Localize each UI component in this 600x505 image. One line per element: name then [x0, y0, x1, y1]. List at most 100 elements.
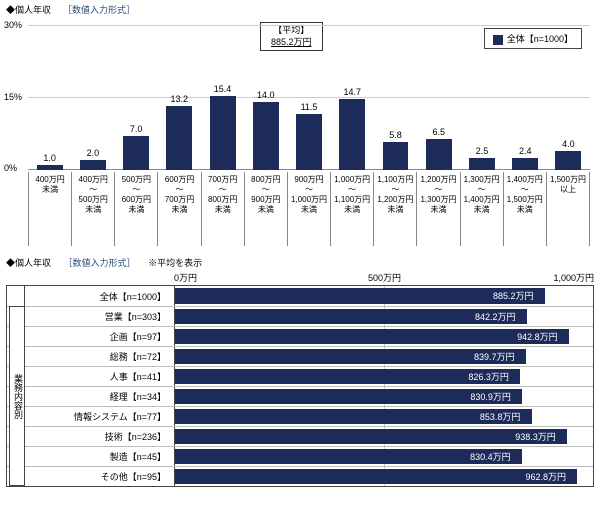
row-bar-area: 830.9万円: [175, 387, 593, 406]
bar-value-label: 5.8: [389, 130, 402, 140]
top-chart-title: ◆個人年収: [6, 3, 51, 16]
hbar-grid: 全体【n=1000】 885.2万円営業【n=303】842.2万円企画【n=97…: [6, 285, 594, 487]
top-chart-subtitle: ［数値入力形式］: [63, 3, 135, 16]
hbar-row: 企画【n=97】 942.8万円: [7, 326, 593, 346]
xtick-label: 400万円～500万円未満: [71, 172, 114, 246]
bar-value-label: 6.5: [432, 127, 445, 137]
row-label: 製造【n=45】: [25, 447, 175, 466]
xtick-label: 700万円～800万円未満: [201, 172, 244, 246]
row-bar-area: 826.3万円: [175, 367, 593, 386]
bar: [383, 142, 409, 170]
hbar-value-label: 842.2万円: [475, 310, 516, 323]
xtick-label: 1,000万円～1,100万円未満: [330, 172, 373, 246]
row-label: 経理【n=34】: [25, 387, 175, 406]
row-label: 情報システム【n=77】: [25, 407, 175, 426]
row-bar-area: 839.7万円: [175, 347, 593, 366]
hbar-value-label: 885.2万円: [493, 289, 534, 302]
bar-value-label: 11.5: [301, 102, 318, 112]
bar-value-label: 15.4: [214, 84, 232, 94]
bar-value-label: 2.0: [87, 148, 100, 158]
bar-value-label: 4.0: [562, 139, 575, 149]
row-bar-area: 962.8万円: [175, 467, 593, 486]
bar-value-label: 7.0: [130, 124, 143, 134]
bar: [80, 160, 106, 170]
row-bar-area: 842.2万円: [175, 307, 593, 326]
row-label: その他【n=95】: [25, 467, 175, 486]
bar: [210, 96, 236, 170]
hbar-value-label: 826.3万円: [468, 370, 509, 383]
bar-value-label: 1.0: [43, 153, 56, 163]
row-bar-area: 830.4万円: [175, 447, 593, 466]
hbar-value-label: 830.4万円: [470, 450, 511, 463]
bar-column: 7.0: [114, 124, 157, 170]
ytick-label: 15%: [4, 92, 22, 102]
row-label: 企画【n=97】: [25, 327, 175, 346]
bar: [426, 139, 452, 170]
bar-column: 2.0: [71, 148, 114, 170]
bar-group: 1.0 2.0 7.0 13.2 15.4 14.0 11.5 14.7 5.8 6.5 2.5 2.…: [28, 25, 590, 170]
bar-column: 4.0: [547, 139, 590, 170]
xtick-label: 800万円～900万円未満: [244, 172, 287, 246]
hbar-row: 営業【n=303】842.2万円: [7, 306, 593, 326]
axis-label: 500万円: [368, 271, 401, 284]
bar-column: 1.0: [28, 153, 71, 170]
xtick-label: 900万円～1,000万円未満: [287, 172, 330, 246]
bar-column: 14.0: [244, 90, 287, 170]
xtick-label: 600万円～700万円未満: [157, 172, 200, 246]
bottom-chart: ◆個人年収 ［数値入力形式］ ※平均を表示 0万円 500万円 1,000万円 …: [6, 256, 594, 487]
row-label: 全体【n=1000】: [25, 286, 175, 306]
hbar-row: 経理【n=34】830.9万円: [7, 386, 593, 406]
hbar-row: その他【n=95】 962.8万円: [7, 466, 593, 486]
row-label: 技術【n=236】: [25, 427, 175, 446]
axis-label: 0万円: [174, 271, 197, 284]
hbar-row: 総務【n=72】839.7万円: [7, 346, 593, 366]
hbar: [175, 329, 569, 344]
xtick-label: 1,400万円～1,500万円未満: [503, 172, 546, 246]
bar-column: 11.5: [287, 102, 330, 170]
bar-value-label: 14.0: [257, 90, 275, 100]
row-bar-area: 853.8万円: [175, 407, 593, 426]
bar-column: 14.7: [331, 87, 374, 170]
bar: [296, 114, 322, 170]
bottom-title: ◆個人年収: [6, 256, 51, 269]
bar-value-label: 2.4: [519, 146, 532, 156]
xtick-label: 1,300万円～1,400万円未満: [460, 172, 503, 246]
row-bar-area: 885.2万円: [175, 286, 593, 306]
hbar-row: 技術【n=236】 938.3万円: [7, 426, 593, 446]
xtick-label: 400万円未満: [28, 172, 71, 246]
bar-value-label: 2.5: [476, 146, 489, 156]
row-bar-area: 942.8万円: [175, 327, 593, 346]
bar: [339, 99, 365, 170]
xtick-label: 1,200万円～1,300万円未満: [416, 172, 459, 246]
hbar: [175, 469, 577, 484]
bar: [469, 158, 495, 170]
xtick-row: 400万円未満400万円～500万円未満500万円～600万円未満600万円～7…: [28, 172, 590, 246]
bar-column: 2.5: [460, 146, 503, 170]
ytick-label: 0%: [4, 163, 17, 173]
bar-column: 2.4: [504, 146, 547, 170]
xtick-label: 500万円～600万円未満: [114, 172, 157, 246]
ytick-label: 30%: [4, 20, 22, 30]
hbar-value-label: 962.8万円: [525, 470, 566, 483]
bottom-axis: 0万円 500万円 1,000万円: [6, 271, 594, 285]
bar: [253, 102, 279, 170]
hbar-row: 人事【n=41】 826.3万円: [7, 366, 593, 386]
category-side-label: 業務内容別: [9, 306, 25, 486]
hbar: [175, 288, 545, 304]
bottom-sub1: ［数値入力形式］: [64, 256, 136, 269]
hbar-value-label: 938.3万円: [515, 430, 556, 443]
bar: [555, 151, 581, 170]
hbar-row: 全体【n=1000】 885.2万円: [7, 286, 593, 306]
hbar-row: 情報システム【n=77】 853.8万円: [7, 406, 593, 426]
hbar: [175, 409, 532, 424]
hbar-value-label: 942.8万円: [517, 330, 558, 343]
bar-column: 13.2: [158, 94, 201, 170]
bar-column: 6.5: [417, 127, 460, 170]
bottom-sub2: ※平均を表示: [148, 256, 202, 269]
hbar: [175, 429, 567, 444]
hbar-value-label: 853.8万円: [480, 410, 521, 423]
bar: [512, 158, 538, 170]
row-label: 人事【n=41】: [25, 367, 175, 386]
hbar-value-label: 839.7万円: [474, 350, 515, 363]
bar-value-label: 14.7: [343, 87, 361, 97]
